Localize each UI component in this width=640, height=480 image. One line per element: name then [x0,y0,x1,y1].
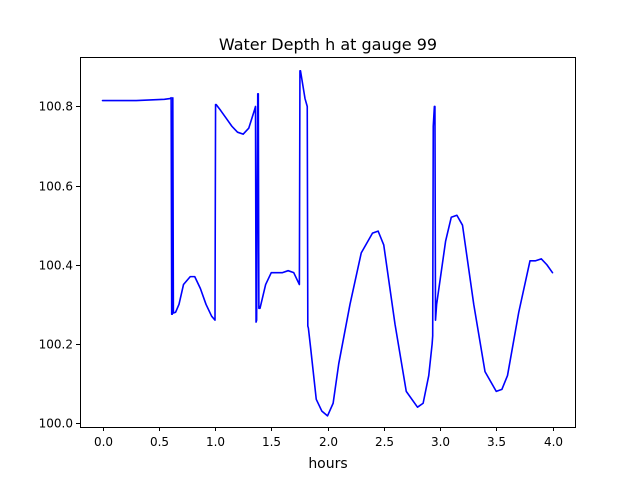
x-tick-label: 1.5 [262,435,281,449]
x-tick-label: 2.5 [375,435,394,449]
x-tick-label: 0.5 [150,435,169,449]
x-tick-label: 4.0 [544,435,563,449]
x-axis: 0.0 0.5 1.0 1.5 2.0 2.5 3.0 3.5 4.0 [94,427,563,449]
chart-title: Water Depth h at gauge 99 [219,35,437,54]
axes-frame [80,57,576,428]
x-tick-label: 3.0 [431,435,450,449]
y-tick-label: 100.2 [39,338,73,352]
y-axis: 100.0 100.2 100.4 100.6 100.8 [39,100,80,431]
series-line-0 [101,70,554,417]
y-tick-label: 100.0 [39,417,73,431]
series-layer [101,70,554,417]
x-tick-label: 2.0 [319,435,338,449]
x-tick-label: 3.5 [487,435,506,449]
y-tick-label: 100.4 [39,259,73,273]
x-tick-label: 0.0 [94,435,113,449]
y-tick-label: 100.8 [39,100,73,114]
y-tick-label: 100.6 [39,180,73,194]
x-axis-label: hours [308,456,347,472]
x-tick-label: 1.0 [206,435,225,449]
